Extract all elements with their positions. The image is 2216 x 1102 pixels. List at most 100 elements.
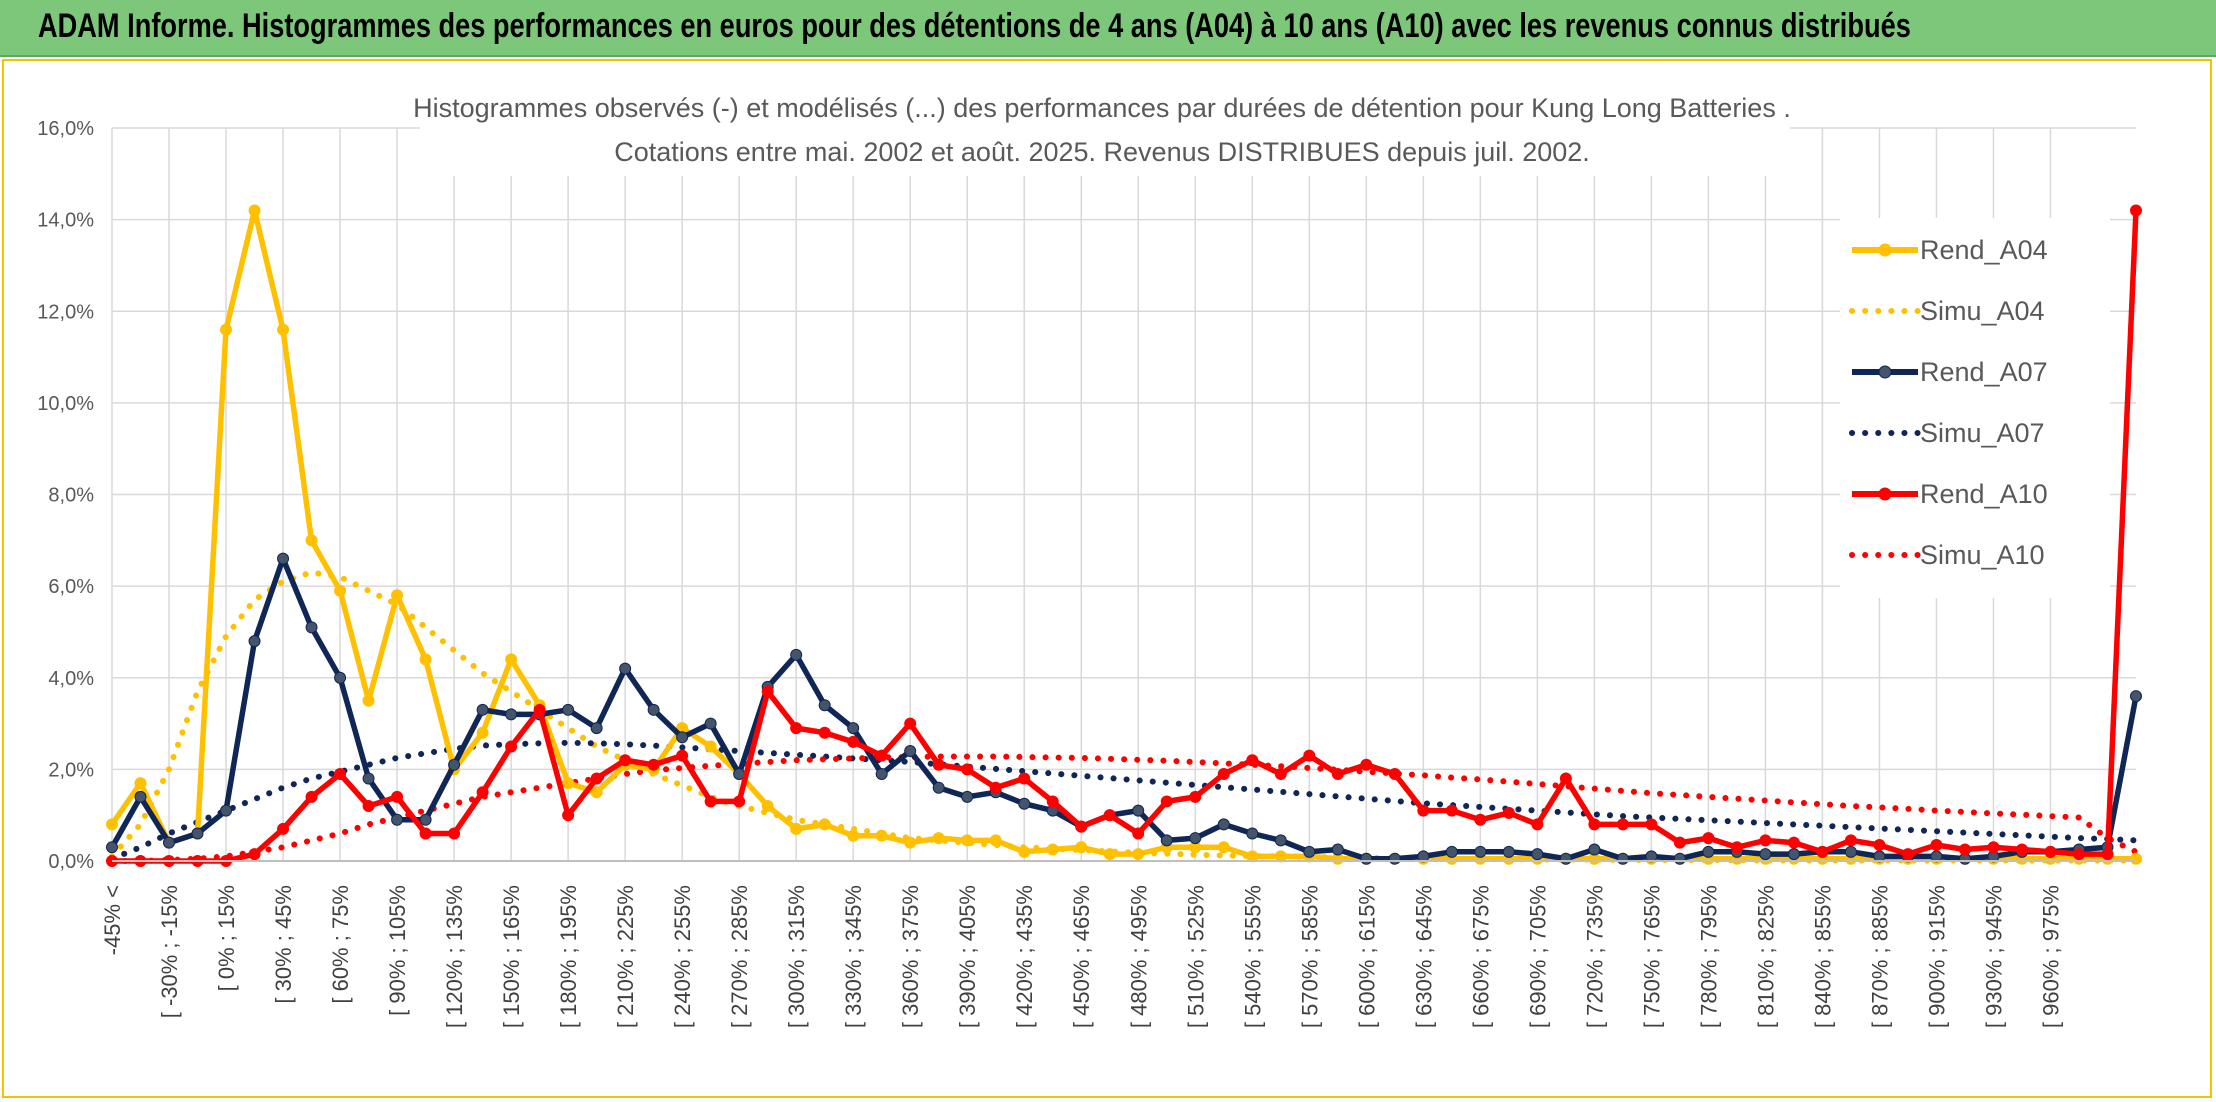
- data-point: [1531, 818, 1544, 831]
- data-point: [1873, 838, 1886, 851]
- data-point: [875, 749, 888, 762]
- data-point: [1816, 845, 1829, 858]
- data-point: [2130, 852, 2142, 865]
- data-point: [1303, 845, 1316, 858]
- data-point: [961, 834, 974, 847]
- legend-item-Rend_A10: Rend_A10: [1852, 479, 2048, 509]
- chart-subtitle: Cotations entre mai. 2002 et août. 2025.…: [614, 137, 1590, 167]
- data-point: [1417, 804, 1430, 817]
- data-point: [1018, 845, 1031, 858]
- x-tick-label: [ 960% ; 975%: [2038, 885, 2063, 1028]
- data-point: [1132, 848, 1145, 861]
- data-point: [448, 827, 461, 840]
- x-tick-label: [ 450% ; 465%: [1069, 885, 1094, 1028]
- x-tick-label: [ 780% ; 795%: [1696, 885, 1721, 1028]
- data-point: [932, 758, 945, 771]
- data-point: [1559, 772, 1572, 785]
- data-point: [277, 822, 290, 835]
- data-point: [1331, 843, 1344, 856]
- data-point: [305, 534, 318, 547]
- data-point: [1759, 834, 1772, 847]
- x-tick-label: [ 720% ; 735%: [1582, 885, 1607, 1028]
- data-point: [1160, 834, 1173, 847]
- legend-label: Simu_A07: [1920, 418, 2045, 448]
- data-point: [1103, 809, 1116, 822]
- data-point: [1673, 836, 1686, 849]
- data-point: [1588, 818, 1601, 831]
- data-point: [334, 767, 347, 780]
- data-point: [961, 763, 974, 776]
- data-point: [2130, 690, 2142, 703]
- data-point: [875, 829, 888, 842]
- data-point: [334, 584, 347, 597]
- x-tick-label: [ 630% ; 645%: [1411, 885, 1436, 1028]
- data-point: [362, 694, 375, 707]
- data-point: [305, 621, 318, 634]
- data-point: [419, 827, 432, 840]
- data-point: [1303, 749, 1316, 762]
- data-point: [1103, 848, 1116, 861]
- data-point: [1445, 804, 1458, 817]
- data-point: [1787, 848, 1800, 861]
- x-tick-label: [ 360% ; 375%: [898, 885, 923, 1028]
- data-point: [1217, 767, 1230, 780]
- data-point: [1274, 767, 1287, 780]
- data-point: [277, 552, 290, 565]
- series-line: [109, 555, 2139, 862]
- data-point: [1958, 843, 1971, 856]
- data-point: [676, 749, 689, 762]
- data-point: [1787, 836, 1800, 849]
- data-point: [733, 795, 746, 808]
- x-tick-label: -45% <: [100, 885, 125, 955]
- data-point: [1844, 845, 1857, 858]
- data-point: [505, 653, 518, 666]
- data-point: [818, 699, 831, 712]
- data-point: [533, 703, 546, 716]
- data-point: [1673, 852, 1686, 865]
- x-tick-label: [ 510% ; 525%: [1183, 885, 1208, 1028]
- x-tick-label: [ 330% ; 345%: [841, 885, 866, 1028]
- y-tick-label: 6,0%: [48, 576, 94, 598]
- data-point: [163, 836, 176, 849]
- x-tick-label: [ 840% ; 855%: [1810, 885, 1835, 1028]
- data-point: [1189, 790, 1202, 803]
- data-point: [1388, 767, 1401, 780]
- data-point: [1360, 758, 1373, 771]
- data-point: [1160, 795, 1173, 808]
- data-point: [1474, 845, 1487, 858]
- y-tick-label: 8,0%: [48, 485, 94, 507]
- data-point: [1388, 852, 1401, 865]
- data-point: [619, 662, 632, 675]
- data-point: [419, 653, 432, 666]
- data-point: [875, 767, 888, 780]
- data-point: [391, 813, 404, 826]
- x-tick-label: [ 30% ; 45%: [271, 885, 296, 1004]
- data-point: [1360, 852, 1373, 865]
- legend-item-Simu_A04: Simu_A04: [1849, 296, 2045, 326]
- series-Simu_A10: [109, 753, 2139, 864]
- x-tick-label: [ 810% ; 825%: [1753, 885, 1778, 1028]
- x-tick-label: [ 930% ; 945%: [1981, 885, 2006, 1028]
- data-point: [761, 685, 774, 698]
- data-point: [1217, 841, 1230, 854]
- data-point: [1588, 843, 1601, 856]
- x-tick-label: [ 180% ; 195%: [556, 885, 581, 1028]
- x-tick-label: [ 90% ; 105%: [385, 885, 410, 1016]
- data-point: [562, 809, 575, 822]
- data-point: [1559, 852, 1572, 865]
- data-point: [191, 827, 204, 840]
- data-point: [790, 722, 803, 735]
- data-point: [847, 735, 860, 748]
- data-point: [476, 703, 489, 716]
- data-point: [704, 740, 717, 753]
- legend-box: [1840, 218, 2110, 598]
- x-tick-label: [ 690% ; 705%: [1525, 885, 1550, 1028]
- data-point: [476, 786, 489, 799]
- data-point: [761, 800, 774, 813]
- x-tick-label: [ 0% ; 15%: [214, 885, 239, 991]
- report-banner: ADAM Informe. Histogrammes des performan…: [0, 0, 2216, 57]
- data-point: [1217, 818, 1230, 831]
- data-point: [790, 822, 803, 835]
- x-tick-label: [ 570% ; 585%: [1297, 885, 1322, 1028]
